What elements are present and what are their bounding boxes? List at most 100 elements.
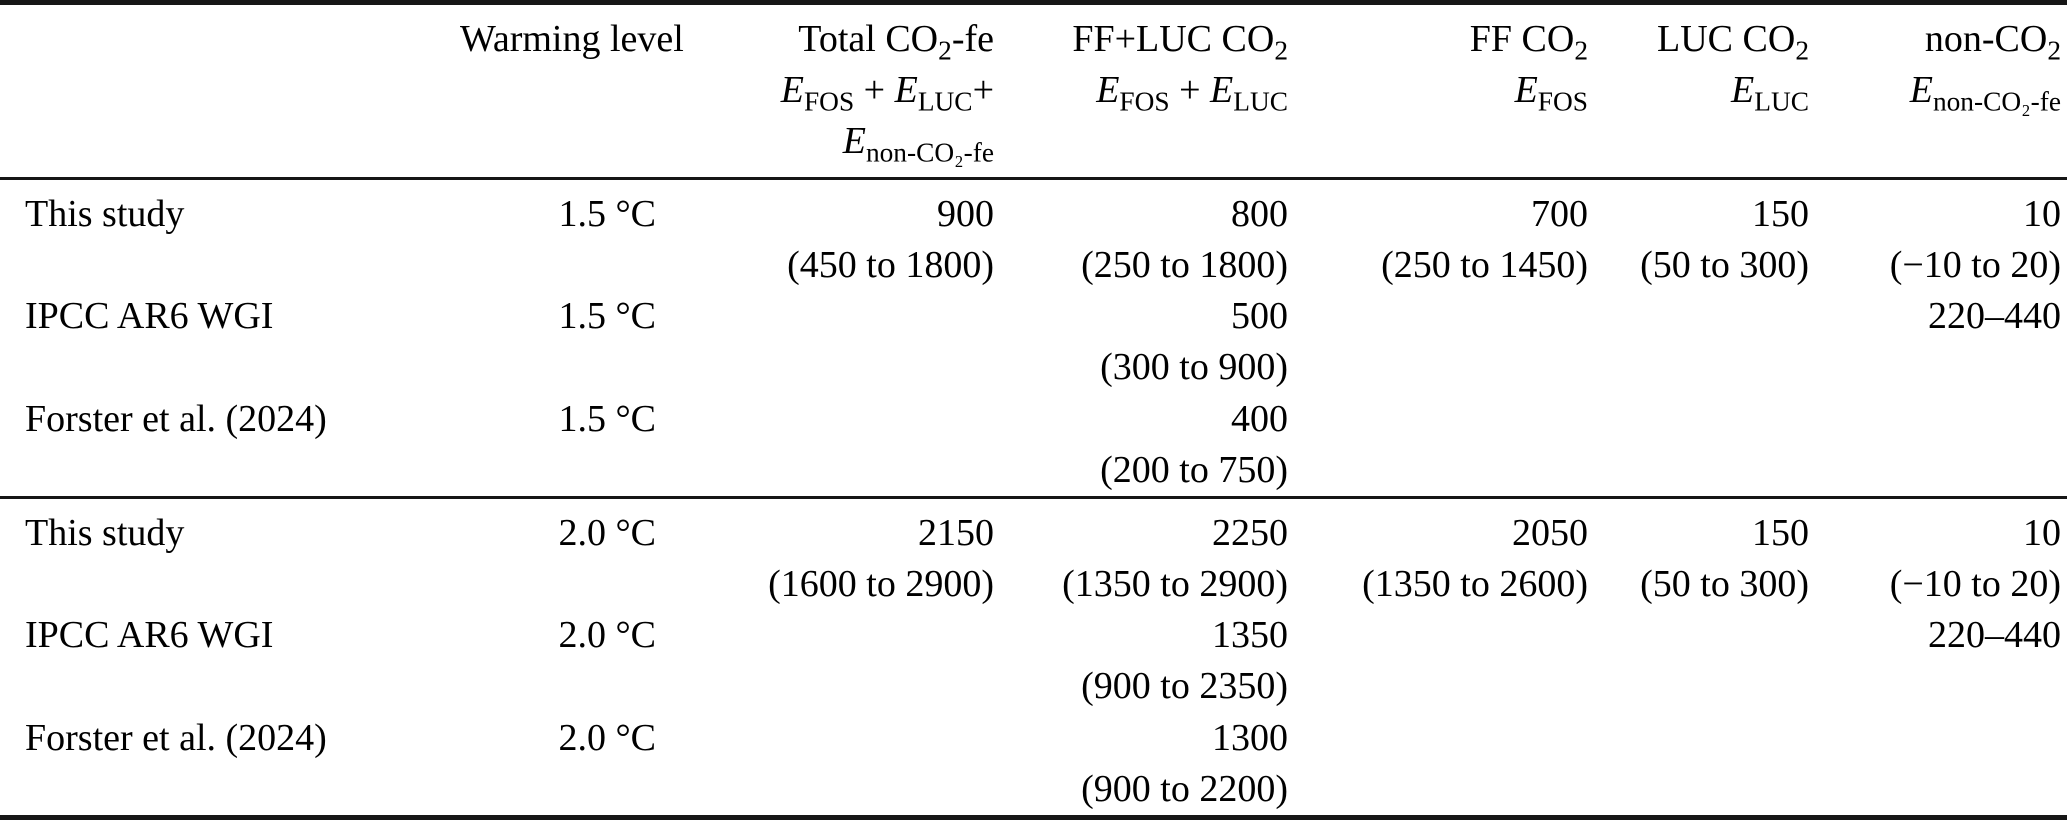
table-row: IPCC AR6 WGI 1.5 °C 500 (300 to 900) 220–… — [0, 291, 2067, 394]
non-co2-cell: 220–440 — [1809, 291, 2067, 394]
cell-range — [1588, 445, 1809, 496]
cell-value: 2150 — [918, 512, 994, 554]
header-line — [25, 65, 460, 116]
study-cell: This study — [0, 179, 460, 292]
header-line: EFOS + ELUC+ — [780, 69, 994, 117]
ff-co2-cell — [1288, 291, 1588, 394]
cell-value — [656, 610, 994, 661]
cell-value — [1588, 291, 1809, 342]
cell-value: 10 — [2023, 193, 2061, 235]
non-co2-cell — [1809, 713, 2067, 818]
header-cell-total-co2-fe: Total CO2-fe EFOS + ELUC+ Enon-CO₂-fe — [656, 2, 994, 180]
cell-value: 400 — [1231, 398, 1288, 440]
study-label: Forster et al. (2024) — [25, 717, 327, 759]
warming-cell: 2.0 °C — [460, 610, 656, 713]
ff-co2-cell: 700 (250 to 1450) — [1288, 179, 1588, 292]
header-line — [25, 116, 460, 167]
total-co2fe-cell: 900 (450 to 1800) — [656, 179, 994, 292]
cell-value: 1350 — [1212, 614, 1288, 656]
study-cell: This study — [0, 496, 460, 610]
table-row: IPCC AR6 WGI 2.0 °C 1350 (900 to 2350) 22… — [0, 610, 2067, 713]
section-1p5c: This study 1.5 °C 900 (450 to 1800) 800 (2… — [0, 179, 2067, 498]
header-cell-ff-co2: FF CO2 EFOS — [1288, 2, 1588, 180]
cell-range — [1809, 445, 2061, 496]
cell-range: (200 to 750) — [1100, 449, 1288, 491]
warming-value: 2.0 °C — [558, 614, 656, 656]
total-co2fe-cell: 2150 (1600 to 2900) — [656, 496, 994, 610]
cell-value — [1288, 291, 1588, 342]
total-co2fe-cell — [656, 610, 994, 713]
cell-range — [656, 661, 994, 712]
luc-co2-cell — [1588, 713, 1809, 818]
study-label: Forster et al. (2024) — [25, 398, 327, 440]
luc-co2-cell: 150 (50 to 300) — [1588, 179, 1809, 292]
warming-value: 1.5 °C — [558, 193, 656, 235]
luc-co2-cell — [1588, 394, 1809, 498]
luc-co2-cell — [1588, 610, 1809, 713]
cell-value: 220–440 — [1928, 614, 2061, 656]
header-line — [994, 116, 1288, 167]
header-cell-ff-luc-co2: FF+LUC CO2 EFOS + ELUC — [994, 2, 1288, 180]
cell-value: 900 — [937, 193, 994, 235]
cell-value — [656, 713, 994, 764]
cell-value: 800 — [1231, 193, 1288, 235]
cell-range: (250 to 1800) — [1081, 244, 1288, 286]
total-co2fe-cell — [656, 291, 994, 394]
section-2p0c: This study 2.0 °C 2150 (1600 to 2900) 225… — [0, 496, 2067, 818]
study-label: IPCC AR6 WGI — [25, 295, 274, 337]
cell-range: (450 to 1800) — [787, 244, 994, 286]
cell-range — [1288, 445, 1588, 496]
warming-value: 1.5 °C — [558, 295, 656, 337]
cell-range — [1288, 342, 1588, 393]
cell-value: 500 — [1231, 295, 1288, 337]
cell-value — [1288, 713, 1588, 764]
cell-value — [656, 394, 994, 445]
header-line: FF CO2 — [1469, 18, 1588, 66]
table-row: Forster et al. (2024) 2.0 °C 1300 (900 to… — [0, 713, 2067, 818]
cell-value: 150 — [1752, 193, 1809, 235]
non-co2-cell — [1809, 394, 2067, 498]
cell-value — [1288, 394, 1588, 445]
header-cell-study — [0, 2, 460, 180]
cell-value: 220–440 — [1928, 295, 2061, 337]
header-line: FF+LUC CO2 — [1072, 18, 1288, 66]
table-row: Forster et al. (2024) 1.5 °C 400 (200 to … — [0, 394, 2067, 498]
ff-luc-co2-cell: 1300 (900 to 2200) — [994, 713, 1288, 818]
cell-range — [1588, 764, 1809, 815]
study-label: This study — [25, 512, 185, 554]
cell-range — [656, 342, 994, 393]
study-cell: Forster et al. (2024) — [0, 394, 460, 498]
cell-range: (−10 to 20) — [1889, 563, 2061, 605]
ff-luc-co2-cell: 2250 (1350 to 2900) — [994, 496, 1288, 610]
cell-value: 150 — [1752, 512, 1809, 554]
cell-range: (900 to 2200) — [1081, 768, 1288, 810]
warming-value: 2.0 °C — [558, 717, 656, 759]
header-line — [460, 65, 656, 116]
header-cell-warming-level: Warming level — [460, 2, 684, 180]
study-cell: IPCC AR6 WGI — [0, 610, 460, 713]
cell-range — [1288, 661, 1588, 712]
header-cell-luc-co2: LUC CO2 ELUC — [1588, 2, 1809, 180]
table-header: Warming level Total CO2-fe EFOS + ELUC+ … — [0, 2, 2067, 180]
table-row: This study 1.5 °C 900 (450 to 1800) 800 (2… — [0, 179, 2067, 292]
cell-value — [1588, 610, 1809, 661]
cell-value: 700 — [1531, 193, 1588, 235]
non-co2-cell: 10 (−10 to 20) — [1809, 179, 2067, 292]
table-row: This study 2.0 °C 2150 (1600 to 2900) 225… — [0, 496, 2067, 610]
header-line: LUC CO2 — [1657, 18, 1809, 66]
warming-cell: 1.5 °C — [460, 179, 656, 292]
cell-value — [1809, 713, 2061, 764]
header-line — [1588, 116, 1809, 167]
total-co2fe-cell — [656, 394, 994, 498]
warming-cell: 1.5 °C — [460, 394, 656, 498]
ff-luc-co2-cell: 1350 (900 to 2350) — [994, 610, 1288, 713]
header-line: EFOS — [1514, 69, 1588, 117]
cell-range: (250 to 1450) — [1381, 244, 1588, 286]
cell-range: (1350 to 2600) — [1362, 563, 1588, 605]
header-line — [1288, 116, 1588, 167]
header-line — [460, 116, 656, 167]
study-cell: IPCC AR6 WGI — [0, 291, 460, 394]
cell-range: (−10 to 20) — [1889, 244, 2061, 286]
ff-co2-cell: 2050 (1350 to 2600) — [1288, 496, 1588, 610]
